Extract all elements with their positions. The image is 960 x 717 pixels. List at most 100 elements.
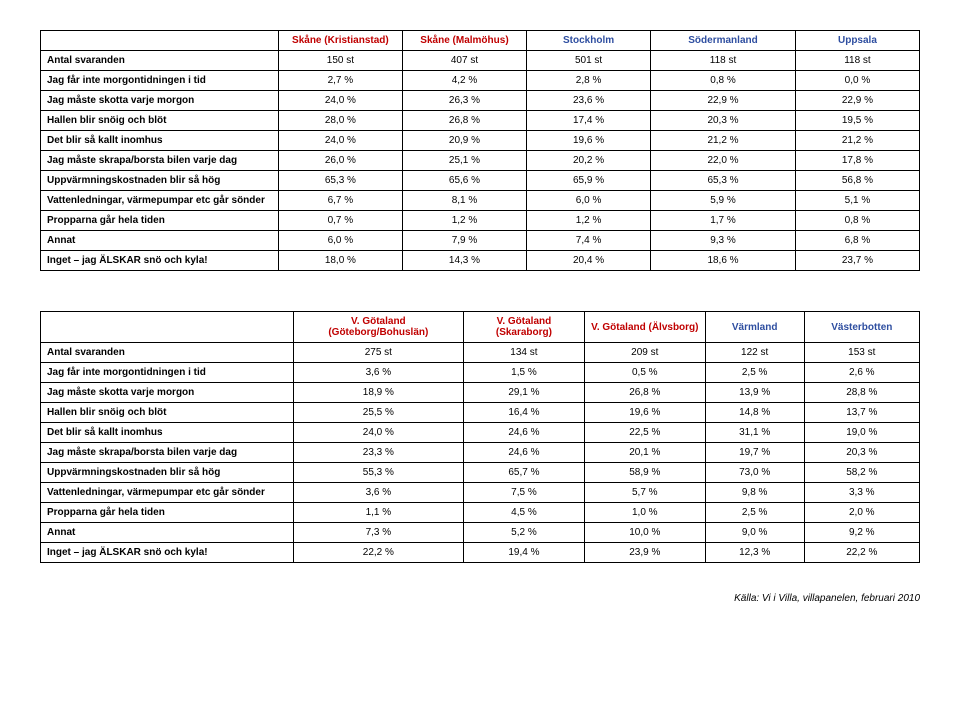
row-label: Propparna går hela tiden: [41, 503, 294, 523]
cell: 14,3 %: [402, 251, 526, 271]
source-line: Källa: Vi i Villa, villapanelen, februar…: [40, 593, 920, 604]
cell: 0,8 %: [651, 71, 796, 91]
table-1-col-header: Skåne (Kristianstad): [278, 31, 402, 51]
cell: 56,8 %: [795, 171, 919, 191]
table-row: Jag får inte morgontidningen i tid2,7 %4…: [41, 71, 920, 91]
cell: 22,2 %: [804, 543, 919, 563]
table-row: Antal svaranden150 st407 st501 st118 st1…: [41, 51, 920, 71]
cell: 1,5 %: [464, 363, 585, 383]
cell: 20,4 %: [527, 251, 651, 271]
cell: 18,0 %: [278, 251, 402, 271]
cell: 2,6 %: [804, 363, 919, 383]
cell: 5,2 %: [464, 523, 585, 543]
cell: 20,9 %: [402, 131, 526, 151]
cell: 21,2 %: [795, 131, 919, 151]
cell: 7,4 %: [527, 231, 651, 251]
cell: 2,5 %: [705, 363, 804, 383]
cell: 28,0 %: [278, 111, 402, 131]
table-2-col-header: V. Götaland (Göteborg/Bohuslän): [293, 312, 463, 343]
row-label: Antal svaranden: [41, 343, 294, 363]
cell: 17,4 %: [527, 111, 651, 131]
cell: 122 st: [705, 343, 804, 363]
cell: 501 st: [527, 51, 651, 71]
cell: 58,9 %: [584, 463, 705, 483]
cell: 0,8 %: [795, 211, 919, 231]
cell: 150 st: [278, 51, 402, 71]
cell: 6,8 %: [795, 231, 919, 251]
row-label: Det blir så kallt inomhus: [41, 423, 294, 443]
row-label: Uppvärmningskostnaden blir så hög: [41, 463, 294, 483]
row-label: Jag får inte morgontidningen i tid: [41, 71, 279, 91]
cell: 5,9 %: [651, 191, 796, 211]
row-label: Hallen blir snöig och blöt: [41, 111, 279, 131]
table-row: Jag måste skrapa/borsta bilen varje dag2…: [41, 443, 920, 463]
cell: 13,9 %: [705, 383, 804, 403]
table-1-col-header: Skåne (Malmöhus): [402, 31, 526, 51]
cell: 9,8 %: [705, 483, 804, 503]
cell: 118 st: [795, 51, 919, 71]
cell: 275 st: [293, 343, 463, 363]
cell: 12,3 %: [705, 543, 804, 563]
cell: 29,1 %: [464, 383, 585, 403]
cell: 26,8 %: [402, 111, 526, 131]
table-row: Annat7,3 %5,2 %10,0 %9,0 %9,2 %: [41, 523, 920, 543]
cell: 26,0 %: [278, 151, 402, 171]
cell: 209 st: [584, 343, 705, 363]
table-row: Jag måste skotta varje morgon24,0 %26,3 …: [41, 91, 920, 111]
table-1-col-header: Uppsala: [795, 31, 919, 51]
cell: 3,6 %: [293, 483, 463, 503]
cell: 2,8 %: [527, 71, 651, 91]
table-row: Uppvärmningskostnaden blir så hög65,3 %6…: [41, 171, 920, 191]
cell: 65,7 %: [464, 463, 585, 483]
cell: 134 st: [464, 343, 585, 363]
row-label: Det blir så kallt inomhus: [41, 131, 279, 151]
row-label: Inget – jag ÄLSKAR snö och kyla!: [41, 251, 279, 271]
table-2-col-header: Västerbotten: [804, 312, 919, 343]
cell: 19,0 %: [804, 423, 919, 443]
cell: 19,6 %: [584, 403, 705, 423]
cell: 9,3 %: [651, 231, 796, 251]
table-2-col-header: Värmland: [705, 312, 804, 343]
cell: 9,2 %: [804, 523, 919, 543]
table-row: Hallen blir snöig och blöt25,5 %16,4 %19…: [41, 403, 920, 423]
table-2-col-header: V. Götaland (Älvsborg): [584, 312, 705, 343]
cell: 20,2 %: [527, 151, 651, 171]
cell: 0,5 %: [584, 363, 705, 383]
cell: 20,3 %: [804, 443, 919, 463]
cell: 65,6 %: [402, 171, 526, 191]
table-row: Det blir så kallt inomhus24,0 %24,6 %22,…: [41, 423, 920, 443]
table-2: V. Götaland (Göteborg/Bohuslän) V. Götal…: [40, 311, 920, 563]
table-2-header-row: V. Götaland (Göteborg/Bohuslän) V. Götal…: [41, 312, 920, 343]
cell: 28,8 %: [804, 383, 919, 403]
row-label: Jag får inte morgontidningen i tid: [41, 363, 294, 383]
row-label: Jag måste skotta varje morgon: [41, 383, 294, 403]
cell: 24,6 %: [464, 443, 585, 463]
row-label: Vattenledningar, värmepumpar etc går sön…: [41, 483, 294, 503]
cell: 19,5 %: [795, 111, 919, 131]
table-row: Antal svaranden275 st134 st209 st122 st1…: [41, 343, 920, 363]
cell: 65,9 %: [527, 171, 651, 191]
cell: 18,6 %: [651, 251, 796, 271]
cell: 9,0 %: [705, 523, 804, 543]
cell: 25,5 %: [293, 403, 463, 423]
cell: 73,0 %: [705, 463, 804, 483]
row-label: Jag måste skotta varje morgon: [41, 91, 279, 111]
cell: 2,5 %: [705, 503, 804, 523]
cell: 8,1 %: [402, 191, 526, 211]
cell: 407 st: [402, 51, 526, 71]
table-1-col-header: Stockholm: [527, 31, 651, 51]
cell: 20,3 %: [651, 111, 796, 131]
table-2-corner: [41, 312, 294, 343]
cell: 118 st: [651, 51, 796, 71]
cell: 23,3 %: [293, 443, 463, 463]
cell: 23,9 %: [584, 543, 705, 563]
table-row: Vattenledningar, värmepumpar etc går sön…: [41, 483, 920, 503]
cell: 65,3 %: [651, 171, 796, 191]
cell: 23,6 %: [527, 91, 651, 111]
cell: 22,5 %: [584, 423, 705, 443]
table-1-header-row: Skåne (Kristianstad) Skåne (Malmöhus) St…: [41, 31, 920, 51]
cell: 20,1 %: [584, 443, 705, 463]
cell: 6,7 %: [278, 191, 402, 211]
table-row: Propparna går hela tiden1,1 %4,5 %1,0 %2…: [41, 503, 920, 523]
cell: 7,3 %: [293, 523, 463, 543]
